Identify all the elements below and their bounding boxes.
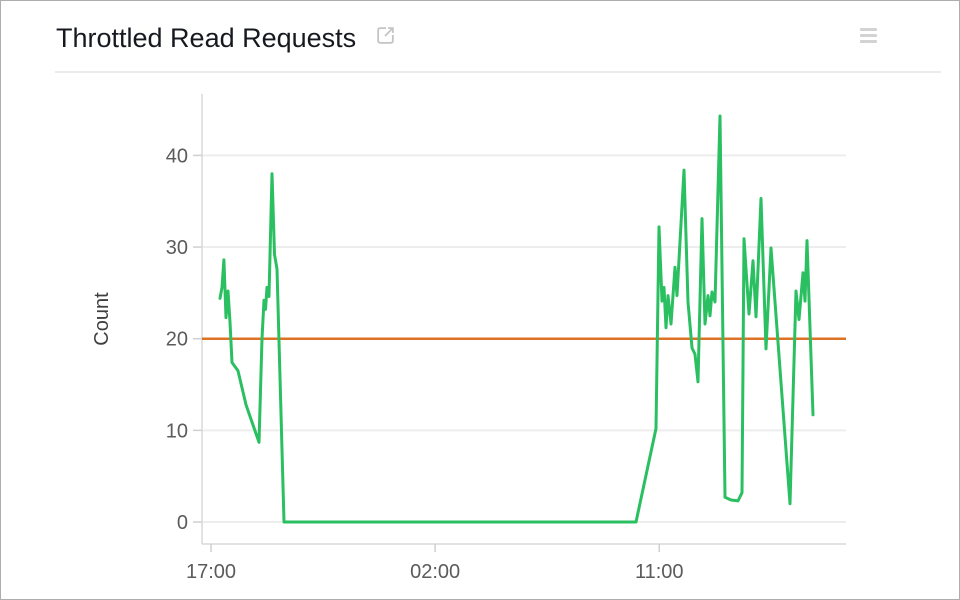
y-tick-label: 40 [166,145,188,167]
page-title: Throttled Read Requests [56,23,357,53]
y-tick-label: 10 [166,420,188,442]
y-tick-label: 30 [166,237,188,259]
external-link-icon[interactable] [375,25,396,46]
y-tick-label: 0 [177,512,188,534]
x-tick-label: 17:00 [186,561,236,583]
header-divider [55,71,941,73]
throttled-read-requests-series-line [218,114,815,524]
x-tick-label: 02:00 [410,561,460,583]
hamburger-menu-icon [860,28,878,44]
y-tick-label: 20 [166,329,188,351]
y-axis-title: Count [91,292,113,346]
x-tick-label: 11:00 [635,561,684,583]
menu-button[interactable] [860,27,878,47]
panel-header: Throttled Read Requests [56,21,939,61]
